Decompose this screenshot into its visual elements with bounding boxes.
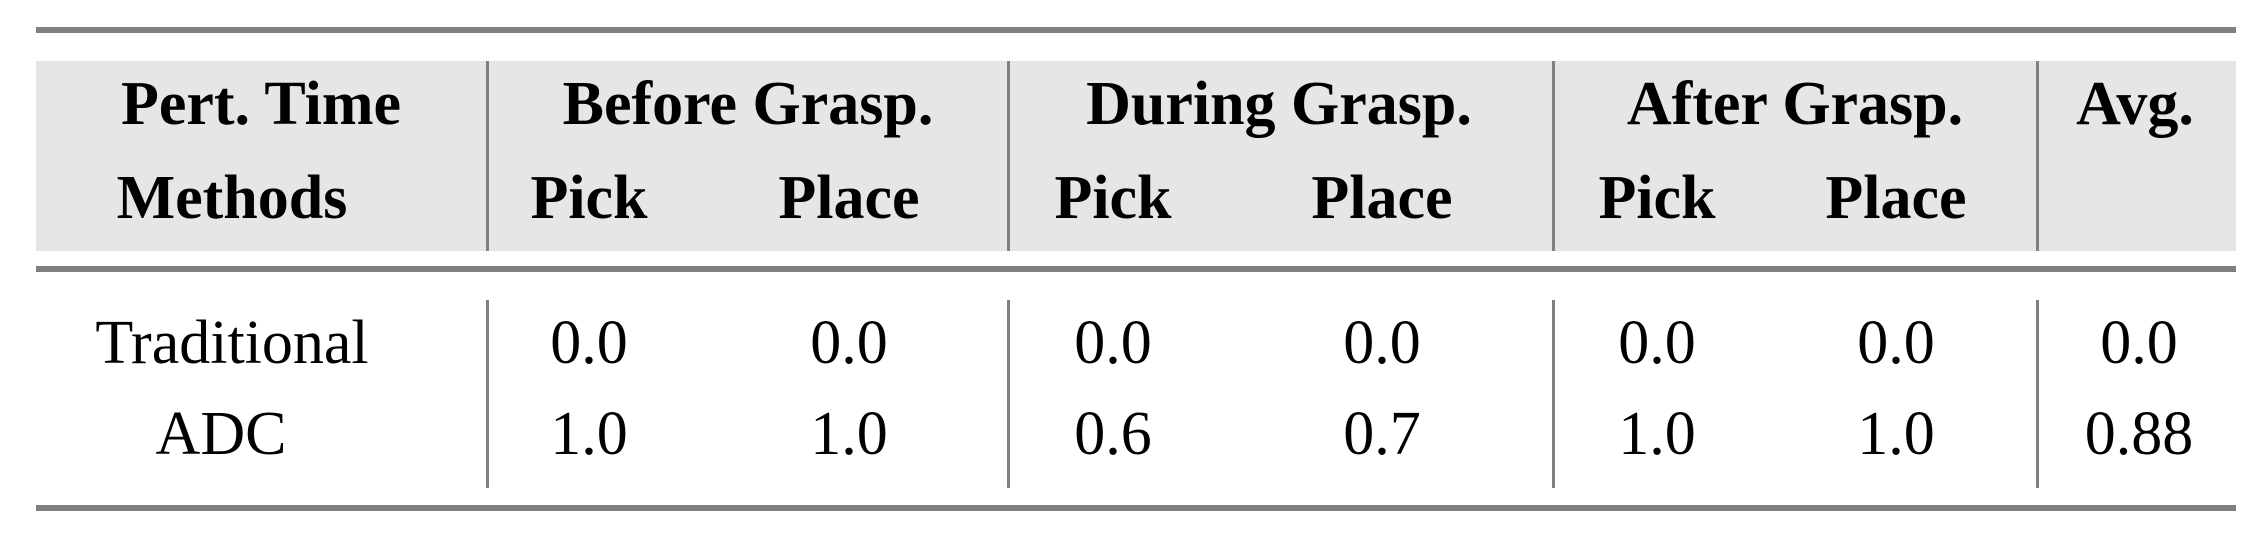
top-rule: [36, 27, 2236, 33]
mid-rule: [36, 266, 2236, 272]
column-divider: [486, 61, 489, 251]
header-place: Place: [1825, 164, 1967, 232]
value-cell: 0.7: [1343, 400, 1421, 468]
avg-cell: 0.88: [2084, 400, 2194, 468]
header-background: [36, 61, 2236, 251]
header-before-grasp: Before Grasp.: [562, 70, 934, 138]
column-divider: [1007, 61, 1010, 251]
header-during-grasp: During Grasp.: [1086, 70, 1472, 138]
column-divider: [1552, 300, 1555, 488]
value-cell: 0.0: [810, 309, 888, 377]
column-divider: [1552, 61, 1555, 251]
method-name: ADC: [155, 400, 287, 468]
header-place: Place: [778, 164, 920, 232]
header-pick: Pick: [1054, 164, 1172, 232]
header-pick: Pick: [1598, 164, 1716, 232]
header-avg: Avg.: [2076, 70, 2194, 138]
header-pick: Pick: [530, 164, 648, 232]
value-cell: 1.0: [810, 400, 888, 468]
header-place: Place: [1311, 164, 1453, 232]
value-cell: 1.0: [550, 400, 628, 468]
avg-cell: 0.0: [2100, 309, 2178, 377]
column-divider: [2036, 61, 2039, 251]
value-cell: 0.0: [1857, 309, 1935, 377]
value-cell: 1.0: [1857, 400, 1935, 468]
header-after-grasp: After Grasp.: [1626, 70, 1964, 138]
value-cell: 0.6: [1074, 400, 1152, 468]
value-cell: 1.0: [1618, 400, 1696, 468]
header-pert-time: Pert. Time: [120, 70, 402, 138]
column-divider: [1007, 300, 1010, 488]
value-cell: 0.0: [550, 309, 628, 377]
column-divider: [486, 300, 489, 488]
header-methods: Methods: [116, 164, 348, 232]
value-cell: 0.0: [1343, 309, 1421, 377]
method-name: Traditional: [95, 309, 369, 377]
bottom-rule: [36, 505, 2236, 511]
value-cell: 0.0: [1074, 309, 1152, 377]
column-divider: [2036, 300, 2039, 488]
value-cell: 0.0: [1618, 309, 1696, 377]
